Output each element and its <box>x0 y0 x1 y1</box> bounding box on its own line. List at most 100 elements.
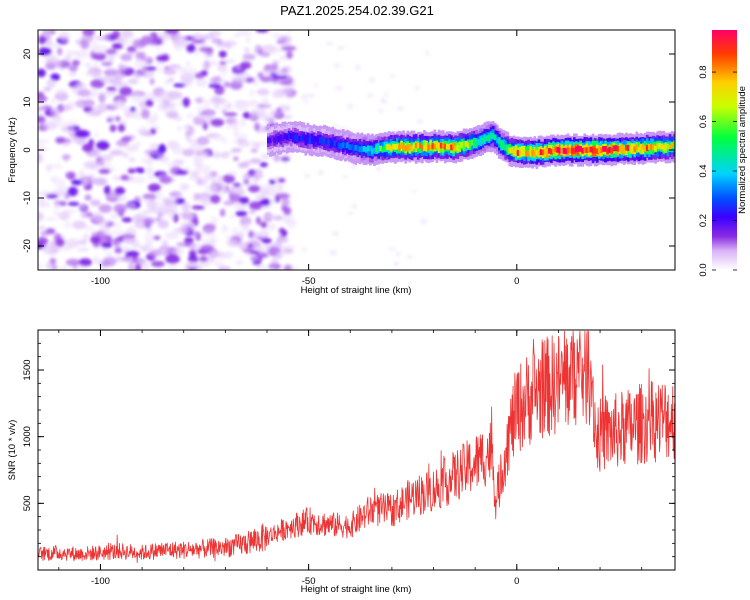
heatmap-cell <box>375 165 382 172</box>
heatmap-cell <box>64 221 72 229</box>
heatmap-track-cell <box>294 135 297 141</box>
heatmap-cell <box>146 42 158 47</box>
heatmap-track-cell <box>389 145 393 152</box>
heatmap-track-cell <box>556 146 560 153</box>
spectrogram-xtick-label: 0 <box>514 276 519 287</box>
heatmap-cell <box>219 208 226 217</box>
heatmap-cell <box>93 177 108 186</box>
heatmap-track-cell <box>554 146 557 153</box>
heatmap-cell <box>120 246 132 251</box>
heatmap-cell <box>127 225 136 236</box>
heatmap-track-cell <box>383 145 387 152</box>
heatmap-cell <box>50 97 56 106</box>
heatmap-cell <box>245 36 252 43</box>
colorbar-ticks: 0.0 0.2 0.4 0.6 0.8 <box>698 65 737 277</box>
heatmap-cell <box>249 255 260 262</box>
heatmap-cell <box>112 176 122 181</box>
heatmap-cell <box>384 92 389 97</box>
heatmap-cell <box>220 104 233 109</box>
heatmap-cell <box>275 240 282 249</box>
heatmap-cell <box>221 137 228 144</box>
heatmap-track-cell <box>379 145 383 152</box>
heatmap-track-cell <box>337 142 341 149</box>
heatmap-cell <box>38 138 46 144</box>
heatmap-cell <box>144 149 159 156</box>
heatmap-cell <box>75 39 82 45</box>
heatmap-cell <box>242 111 251 119</box>
heatmap-cell <box>242 173 251 182</box>
heatmap-cell <box>114 115 121 122</box>
heatmap-track-cell <box>622 147 626 154</box>
heatmap-cell <box>218 50 227 58</box>
heatmap-track-cell <box>316 137 320 143</box>
heatmap-cell <box>231 227 239 237</box>
heatmap-cell <box>80 212 89 218</box>
heatmap-cell <box>59 31 71 42</box>
colorbar-label: Normalized spectral amplitude <box>737 86 748 214</box>
heatmap-track-cell <box>423 145 426 151</box>
heatmap-cell <box>283 264 293 270</box>
heatmap-cell <box>264 64 273 70</box>
heatmap-cell <box>241 133 248 141</box>
heatmap-track-cell <box>552 147 555 154</box>
heatmap-cell <box>58 104 71 112</box>
heatmap-cell <box>286 51 293 60</box>
heatmap-cell <box>45 216 57 222</box>
heatmap-cell <box>226 239 237 247</box>
heatmap-cell <box>287 221 296 229</box>
heatmap-track-cell <box>654 145 657 152</box>
heatmap-track-cell <box>310 136 314 143</box>
heatmap-cell <box>165 253 180 264</box>
heatmap-track-cell <box>612 145 616 152</box>
heatmap-cell <box>93 52 107 61</box>
heatmap-cell <box>196 136 210 146</box>
heatmap-cell <box>126 46 137 53</box>
heatmap-cell <box>64 192 70 200</box>
heatmap-cell <box>48 163 64 169</box>
heatmap-track-cell <box>600 147 603 154</box>
heatmap-track-cell <box>575 146 578 153</box>
heatmap-cell <box>256 171 263 177</box>
heatmap-track-cell <box>664 143 668 150</box>
heatmap-track-cell <box>402 144 405 151</box>
heatmap-track-cell <box>279 135 283 141</box>
heatmap-track-cell <box>562 147 566 154</box>
heatmap-cell <box>260 98 268 104</box>
heatmap-cell <box>113 203 127 214</box>
heatmap-cell <box>259 162 268 168</box>
snr-ytick-label: 500 <box>22 495 33 511</box>
heatmap-track-cell <box>614 145 618 151</box>
heatmap-cell <box>57 47 63 56</box>
heatmap-track-cell <box>341 142 345 148</box>
heatmap-track-cell <box>672 142 675 149</box>
heatmap-track-cell <box>566 147 570 154</box>
heatmap-track-cell <box>481 137 485 144</box>
heatmap-track-cell <box>421 144 424 151</box>
heatmap-cell <box>237 230 246 239</box>
heatmap-track-cell <box>371 148 374 154</box>
heatmap-cell <box>68 124 74 133</box>
heatmap-track-cell <box>266 137 270 144</box>
heatmap-cell <box>342 175 348 180</box>
heatmap-cell <box>84 225 95 232</box>
snr-panel: -100 -50 0 500 1000 1500 Height of straight l… <box>7 329 676 595</box>
heatmap-cell <box>212 134 225 141</box>
heatmap-cell <box>96 140 110 151</box>
heatmap-cell <box>149 78 155 85</box>
heatmap-cell <box>117 123 126 133</box>
heatmap-track-cell <box>412 143 416 149</box>
heatmap-cell <box>276 67 287 77</box>
heatmap-cell <box>63 138 73 144</box>
heatmap-cell <box>149 143 160 149</box>
heatmap-cell <box>220 151 230 159</box>
heatmap-cell <box>173 34 187 45</box>
heatmap-cell <box>85 98 94 108</box>
heatmap-cell <box>142 65 148 75</box>
heatmap-track-cell <box>308 137 312 144</box>
colorbar-tick-label: 0.0 <box>698 263 709 276</box>
heatmap-cell <box>174 44 183 52</box>
heatmap-track-cell <box>333 140 337 147</box>
heatmap-cell <box>243 222 250 231</box>
heatmap-track-cell <box>287 132 291 139</box>
heatmap-cell <box>250 148 258 153</box>
